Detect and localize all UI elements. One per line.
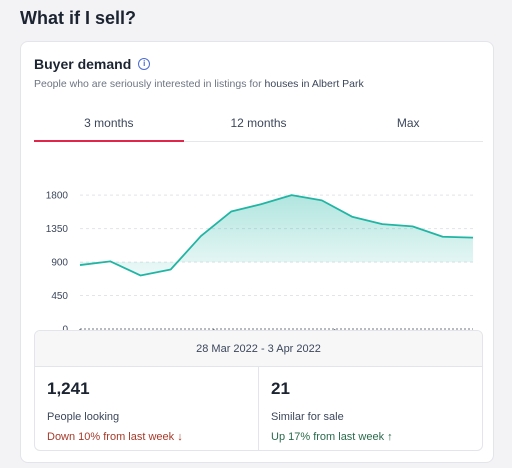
similar-for-sale-value: 21 [271, 379, 290, 398]
buyer-demand-chart: 045090013501800JAN '22FEB '22MAR '22 [46, 191, 474, 348]
card-subtitle: People who are seriously interested in l… [34, 78, 364, 90]
y-tick-label: 1350 [46, 224, 69, 235]
buyer-demand-card: Buyer demand i People who are seriously … [20, 41, 494, 463]
info-icon[interactable]: i [138, 58, 151, 70]
area-fill [80, 195, 473, 276]
demand-series-line [79, 194, 474, 277]
card-title: Buyer demand i [34, 56, 151, 72]
tab-12-months[interactable]: 12 months [230, 116, 287, 130]
people-looking-label: People looking [47, 411, 120, 423]
page-title: What if I sell? [20, 8, 137, 28]
people-looking-stat: 1,241 People looking Down 10% from last … [35, 367, 258, 450]
weekly-summary: 28 Mar 2022 - 3 Apr 2022 1,241 People lo… [34, 330, 483, 451]
people-looking-value: 1,241 [47, 379, 90, 398]
subtitle-prefix: People who are seriously interested in l… [34, 78, 265, 90]
similar-for-sale-label: Similar for sale [271, 411, 344, 423]
similar-for-sale-change-text: Up 17% from last week [271, 431, 385, 443]
arrow-up-icon: ↑ [387, 431, 393, 443]
people-looking-change: Down 10% from last week ↓ [47, 431, 246, 443]
summary-date-range: 28 Mar 2022 - 3 Apr 2022 [35, 331, 482, 367]
similar-for-sale-change: Up 17% from last week ↑ [271, 431, 470, 443]
subtitle-property-type: houses in Albert Park [264, 78, 364, 90]
card-title-text: Buyer demand [34, 56, 132, 72]
similar-for-sale-stat: 21 Similar for sale Up 17% from last wee… [258, 367, 482, 450]
arrow-down-icon: ↓ [177, 431, 183, 443]
time-range-tabs: 3 months 12 months Max [34, 110, 483, 142]
y-tick-label: 450 [51, 291, 68, 302]
y-tick-label: 900 [51, 258, 68, 269]
tab-max[interactable]: Max [396, 116, 420, 130]
y-tick-label: 1800 [46, 191, 69, 202]
people-looking-change-text: Down 10% from last week [47, 431, 175, 443]
tab-3-months[interactable]: 3 months [34, 110, 184, 142]
summary-stats: 1,241 People looking Down 10% from last … [35, 367, 482, 450]
